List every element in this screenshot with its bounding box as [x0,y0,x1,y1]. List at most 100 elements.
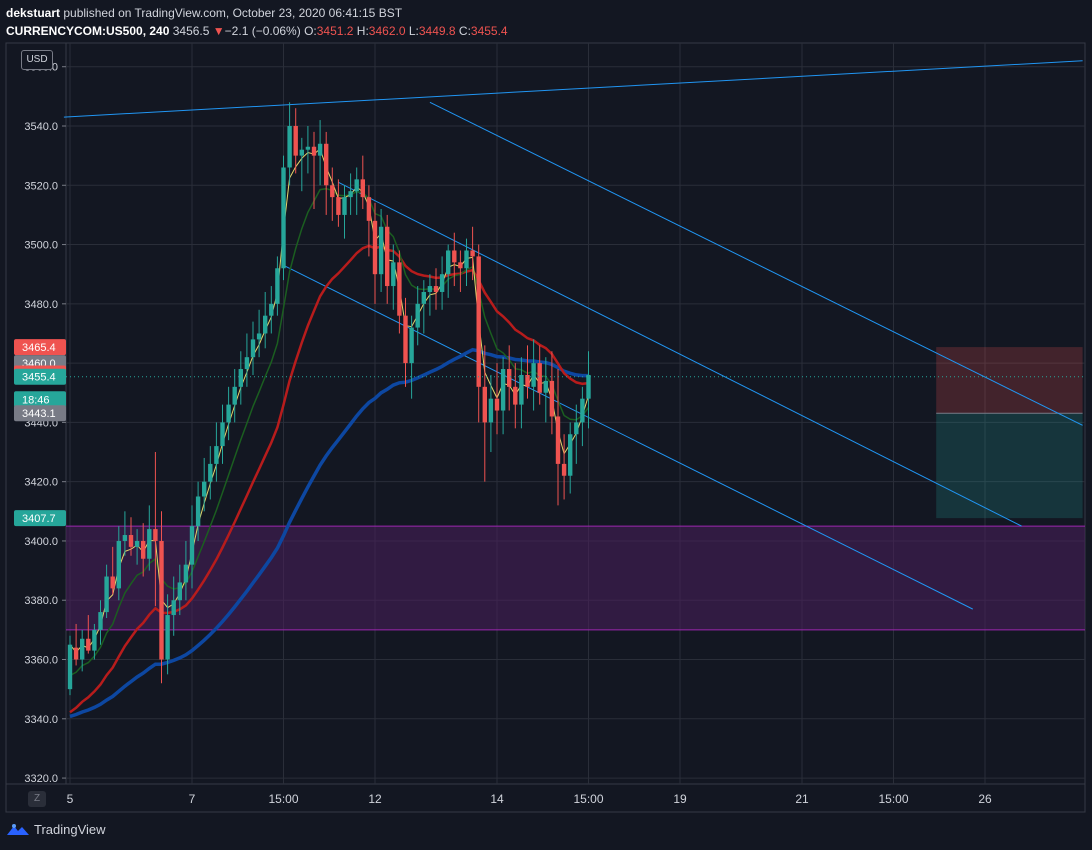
candle-body [519,374,524,405]
support-zone [66,526,1085,630]
trendline [338,181,1022,527]
y-tick-label: 3340.0 [24,714,58,726]
candle-body [336,197,341,215]
candle-body [86,638,91,651]
candle-body [244,357,250,370]
x-tick-label: 15:00 [573,792,603,806]
candle-body [293,125,298,156]
candle-body [439,274,445,292]
low-label: L: [408,24,419,38]
candle-body [470,250,475,257]
candle-body [208,463,213,482]
high-value: 3462.0 [368,24,406,38]
y-tick-label: 3500.0 [24,240,58,252]
y-tick-label: 3380.0 [24,595,58,607]
symbol-title[interactable]: CURRENCYCOM:US500, 240 [6,24,170,38]
candle-body [311,146,317,156]
price-label-text: 3443.1 [22,408,56,420]
candle-body [305,146,311,150]
close-value: 3455.4 [470,24,508,38]
trendline [63,60,1083,118]
high-label: H: [356,24,369,38]
candle-body [568,434,573,476]
change-arrow-icon: ▼ [212,24,225,38]
trendline [283,264,974,610]
y-tick-label: 3400.0 [24,536,58,548]
candle-body [153,529,158,541]
price-label-box [14,368,66,385]
candle-body [214,446,219,464]
candle-body [128,535,134,547]
x-tick-label: 26 [978,792,992,806]
x-tick-label: 15:00 [878,792,908,806]
candle-body [80,638,85,660]
footer-brand: TradingView [34,822,106,837]
y-tick-label: 3420.0 [24,477,58,489]
change-value: −2.1 (−0.06%) [224,24,301,38]
candle-body [275,268,280,304]
candle-body [226,404,231,423]
candle-body [159,540,164,660]
candle-body [238,369,243,387]
currency-button[interactable]: USD [21,50,53,70]
candle-body [507,369,512,387]
last-price: 3456.5 [172,24,210,38]
ma-long-line [69,347,589,719]
candle-body [147,529,152,559]
ma-mid-line [69,187,590,677]
candle-body [116,540,121,589]
candle-body [580,398,585,423]
x-tick-label: 5 [67,792,74,806]
candle-body [189,526,195,565]
chart-header: dekstuart published on TradingView.com, … [6,4,508,40]
stop-loss-box [936,347,1083,414]
candle-body [317,143,323,156]
price-label-text: 3465.4 [22,342,56,354]
candle-body [378,226,384,275]
candle-body [256,333,262,340]
candle-body [500,369,506,411]
low-value: 3449.8 [418,24,456,38]
candle-body [232,386,237,405]
ma-slow-line [69,244,589,714]
y-tick-label: 3520.0 [24,180,58,192]
candle-body [372,220,378,275]
candle-body [555,416,561,464]
candle-body [458,262,463,269]
ohlc-line: CURRENCYCOM:US500, 240 3456.5 ▼−2.1 (−0.… [6,22,508,40]
author-name[interactable]: dekstuart [6,6,61,20]
candle-body [324,143,329,186]
candle-body [195,496,201,527]
candle-body [202,481,207,497]
x-tick-label: 15:00 [268,792,298,806]
candle-body [165,615,170,660]
y-tick-label: 3360.0 [24,655,58,667]
plot-frame [65,42,1086,785]
tradingview-footer[interactable]: TradingView [6,822,106,837]
candle-body [537,363,542,393]
price-label-box [14,510,66,527]
candle-body [330,185,335,198]
x-tick-label: 12 [368,792,382,806]
time-axis-frame [5,783,1086,813]
x-tick-label: 19 [673,792,687,806]
candle-body [67,644,73,690]
price-label-box [14,339,66,356]
price-label-text: 3455.4 [22,372,56,384]
candle-body [366,197,372,221]
tradingview-logo-icon [7,823,29,835]
candle-body [104,576,109,613]
candle-body [250,339,256,358]
published-text: published on TradingView.com, October 23… [60,6,403,20]
candle-body [348,191,353,198]
candle-body [287,125,292,168]
candle-body [73,647,79,660]
candle-body [177,582,182,601]
candle-body [476,256,481,387]
scale-mode-button[interactable]: Z [28,791,46,807]
price-label-text: 18:46 [22,394,50,406]
candle-body [427,286,433,292]
open-label: O: [304,24,317,38]
candle-body [385,226,390,287]
